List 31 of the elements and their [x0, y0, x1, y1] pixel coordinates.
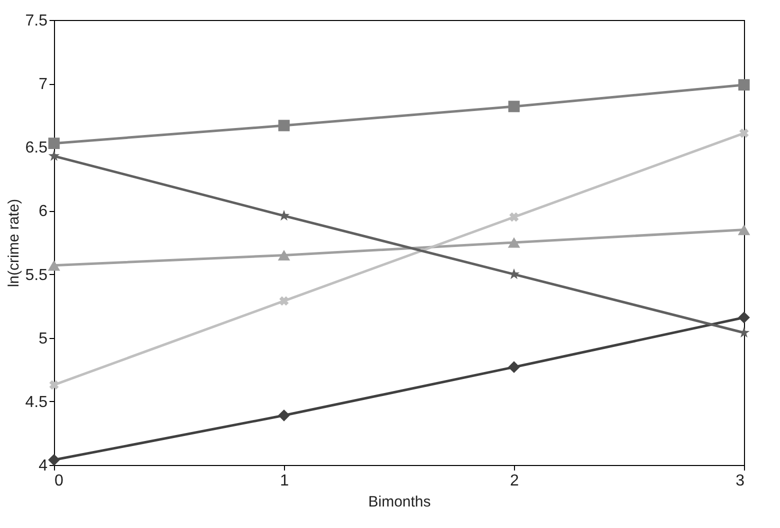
point: [738, 79, 750, 91]
x-tick-label: 2: [510, 472, 520, 490]
y-tick-label: 7: [38, 76, 48, 94]
y-tick-label: 5.5: [25, 266, 48, 284]
x-axis-title: Bimonths: [368, 494, 431, 510]
y-axis-title: ln(crime rate): [5, 198, 22, 288]
y-tick-label: 4: [38, 458, 48, 474]
x-tick-label: 3: [736, 472, 745, 490]
point: [278, 120, 290, 132]
point: [508, 100, 520, 112]
point: [738, 224, 750, 236]
point: [48, 150, 60, 161]
point: [48, 260, 60, 271]
y-tick-label: 4.5: [25, 394, 48, 411]
point: [48, 454, 60, 466]
y-tick-label: 7.5: [25, 12, 48, 30]
y-tick-label: 6: [38, 203, 48, 220]
point: [48, 138, 60, 150]
point: [49, 380, 59, 390]
y-tick-label: 5: [38, 330, 48, 348]
x-tick-label: 1: [280, 472, 290, 490]
x-tick-label: 0: [54, 472, 64, 490]
point: [508, 361, 520, 374]
point: [738, 312, 750, 324]
y-tick-label: 6.5: [25, 140, 48, 157]
point: [278, 410, 290, 422]
point: [509, 212, 519, 222]
point: [278, 250, 290, 261]
point: [739, 128, 749, 138]
point: [279, 296, 289, 306]
point: [508, 237, 520, 248]
